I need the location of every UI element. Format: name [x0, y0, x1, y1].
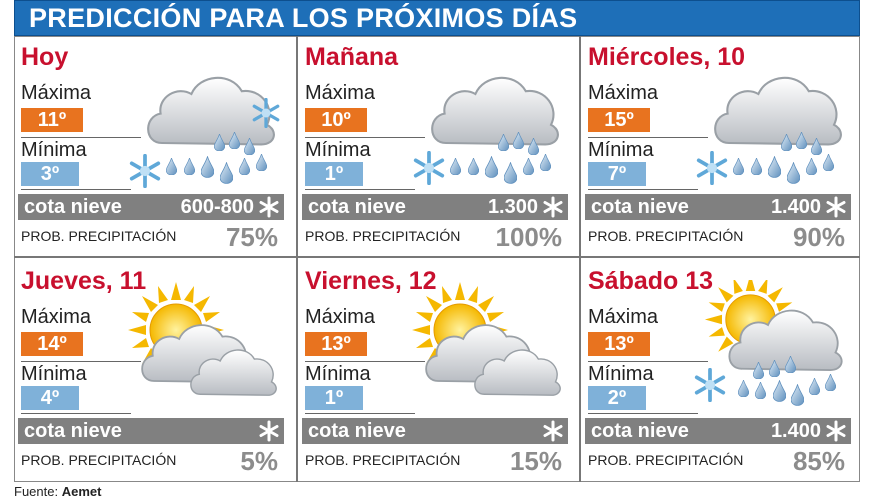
divider-line	[305, 189, 415, 190]
day-panel-manana: Mañana Máxima 10º Mínima 1º cota nieve 1…	[300, 38, 570, 258]
day-panel-jueves: Jueves, 11 Máxima 14º Mínima 4º cota nie…	[16, 262, 286, 482]
divider-line	[305, 413, 415, 414]
snow-level-label: cota nieve	[308, 196, 406, 218]
precip-value: 75%	[225, 222, 278, 252]
snowflake-icon	[259, 196, 279, 218]
divider-line	[21, 189, 131, 190]
snowflake-icon	[543, 420, 563, 442]
snow-level-label: cota nieve	[308, 420, 406, 442]
snow-level-value: 1.400	[770, 420, 821, 442]
cloud-rain-snow-icon	[129, 76, 280, 188]
min-temp-badge: 7º	[588, 162, 646, 186]
snow-level-bar: cota nieve	[18, 418, 284, 444]
snowflake-icon	[543, 196, 563, 218]
precip-value: 15%	[509, 446, 562, 476]
snow-level-bar: cota nieve 600-800	[18, 194, 284, 220]
day-name: Hoy	[21, 43, 69, 71]
snowflake-icon	[826, 420, 846, 442]
min-label: Mínima	[588, 139, 654, 161]
min-temp-badge: 1º	[305, 162, 363, 186]
min-temp-badge: 4º	[21, 386, 79, 410]
day-name: Sábado 13	[588, 267, 714, 295]
min-label: Mínima	[588, 363, 654, 385]
precip-label: PROB. PRECIPITACIÓN	[21, 452, 177, 468]
max-temp-badge: 11º	[21, 108, 83, 132]
day-panel-miercoles: Miércoles, 10 Máxima 15º Mínima 7º cota …	[583, 38, 853, 258]
precip-value: 90%	[792, 222, 845, 252]
precip-value: 100%	[495, 222, 563, 252]
day-panel-hoy: Hoy Máxima 11º Mínima 3º cota nieve 600-…	[16, 38, 286, 258]
day-name: Mañana	[305, 43, 399, 71]
source-credit: Fuente: Aemet	[14, 484, 101, 499]
divider-line	[305, 137, 425, 138]
max-label: Máxima	[21, 306, 92, 328]
max-label: Máxima	[588, 306, 659, 328]
title-bar: PREDICCIÓN PARA LOS PRÓXIMOS DÍAS	[14, 0, 860, 36]
snow-level-bar: cota nieve	[302, 418, 568, 444]
max-temp-badge: 13º	[305, 332, 367, 356]
snow-level-label: cota nieve	[24, 196, 122, 218]
source-label: Fuente:	[14, 484, 59, 499]
cloud-rain-snow-icon	[413, 76, 559, 185]
snow-level-bar: cota nieve 1.400	[585, 194, 851, 220]
min-temp-badge: 1º	[305, 386, 363, 410]
divider-line	[588, 413, 698, 414]
source-name: Aemet	[61, 484, 102, 499]
max-temp-badge: 14º	[21, 332, 83, 356]
divider-line	[21, 361, 141, 362]
day-panel-sabado: Sábado 13 Máxima 13º Mínima 2º cota niev…	[583, 262, 853, 482]
max-label: Máxima	[305, 82, 376, 104]
snow-level-label: cota nieve	[591, 420, 689, 442]
divider-line	[305, 361, 425, 362]
max-label: Máxima	[588, 82, 659, 104]
divider-line	[588, 361, 708, 362]
min-label: Mínima	[305, 363, 371, 385]
min-temp-badge: 2º	[588, 386, 646, 410]
precip-label: PROB. PRECIPITACIÓN	[305, 228, 461, 244]
max-temp-badge: 10º	[305, 108, 367, 132]
snowflake-icon	[259, 420, 279, 442]
sun-cloud-rain-snow-icon	[694, 280, 843, 406]
sun-cloud-icon	[127, 281, 277, 396]
page-title: PREDICCIÓN PARA LOS PRÓXIMOS DÍAS	[29, 3, 578, 33]
snow-level-bar: cota nieve 1.400	[585, 418, 851, 444]
min-temp-badge: 3º	[21, 162, 79, 186]
day-name: Jueves, 11	[21, 267, 147, 295]
precip-label: PROB. PRECIPITACIÓN	[588, 228, 744, 244]
day-name: Miércoles, 10	[588, 43, 746, 71]
divider-line	[21, 413, 131, 414]
divider	[579, 36, 581, 482]
sun-cloud-icon	[411, 281, 561, 396]
snow-level-value: 1.400	[770, 196, 821, 218]
precip-value: 5%	[240, 446, 278, 476]
divider	[14, 256, 860, 258]
precip-label: PROB. PRECIPITACIÓN	[588, 452, 744, 468]
max-label: Máxima	[21, 82, 92, 104]
cloud-rain-snow-icon	[696, 76, 842, 185]
precip-value: 85%	[792, 446, 845, 476]
snowflake-icon	[826, 196, 846, 218]
divider-line	[588, 189, 698, 190]
min-label: Mínima	[305, 139, 371, 161]
precip-label: PROB. PRECIPITACIÓN	[21, 228, 177, 244]
forecast-frame	[14, 36, 860, 482]
divider	[296, 36, 298, 482]
max-temp-badge: 13º	[588, 332, 650, 356]
snow-level-bar: cota nieve 1.300	[302, 194, 568, 220]
min-label: Mínima	[21, 139, 87, 161]
snow-level-value: 1.300	[487, 196, 538, 218]
divider-line	[588, 137, 708, 138]
max-temp-badge: 15º	[588, 108, 650, 132]
snow-level-value: 600-800	[180, 196, 254, 218]
divider-line	[21, 137, 141, 138]
max-label: Máxima	[305, 306, 376, 328]
day-panel-viernes: Viernes, 12 Máxima 13º Mínima 1º cota ni…	[300, 262, 570, 482]
precip-label: PROB. PRECIPITACIÓN	[305, 452, 461, 468]
min-label: Mínima	[21, 363, 87, 385]
snow-level-label: cota nieve	[591, 196, 689, 218]
day-name: Viernes, 12	[305, 267, 437, 295]
snow-level-label: cota nieve	[24, 420, 122, 442]
